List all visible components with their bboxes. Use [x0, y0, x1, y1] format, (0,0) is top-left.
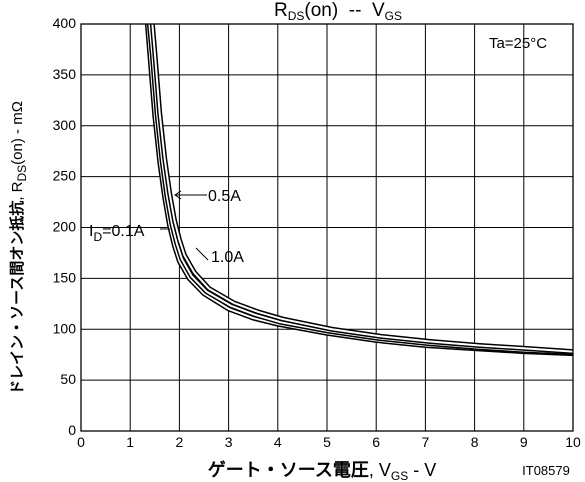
id-prefix: I — [89, 223, 93, 240]
x-label-v: V — [379, 460, 391, 480]
label-0.5a: 0.5A — [208, 188, 241, 205]
title-ds-sub: DS — [288, 9, 305, 23]
y-label-jp: ドレイン・ソース間オン抵抗 — [8, 201, 26, 395]
x-tick-labels: 0 1 2 3 4 5 6 7 8 9 10 — [77, 434, 581, 450]
plot-frame — [80, 23, 574, 432]
x-tick-label: 8 — [471, 434, 479, 450]
title-r: R — [274, 0, 288, 21]
y-tick-label: 100 — [53, 320, 77, 336]
x-tick-label: 5 — [323, 434, 331, 450]
x-tick-label: 10 — [565, 434, 581, 450]
x-label-jp: ゲート・ソース電圧 — [208, 459, 369, 480]
y-label-ds-sub: DS — [15, 165, 29, 182]
x-tick-label: 0 — [77, 434, 85, 450]
chart-title: RDS(on) -- VGS — [274, 0, 402, 23]
x-label-comma: , — [369, 460, 379, 480]
y-tick-label: 350 — [53, 66, 77, 82]
id-value: =0.1A — [102, 223, 145, 240]
x-tick-label: 1 — [126, 434, 134, 450]
y-tick-label: 150 — [53, 269, 77, 285]
y-label-on: (on) — [9, 138, 26, 165]
figure-code: IT08579 — [522, 463, 570, 478]
y-tick-label: 300 — [53, 117, 77, 133]
y-label-comma: , — [9, 192, 26, 200]
label-id-0.1a: ID=0.1A — [89, 223, 145, 244]
x-tick-label: 3 — [225, 434, 233, 450]
title-on: (on) — [304, 0, 338, 21]
x-tick-label: 2 — [176, 434, 184, 450]
y-tick-labels: 0 50 100 150 200 250 300 350 400 — [53, 15, 77, 438]
y-tick-label: 0 — [68, 422, 76, 438]
title-gs-sub: GS — [385, 9, 402, 23]
y-tick-label: 50 — [60, 371, 76, 387]
label-1.0a: 1.0A — [211, 249, 244, 266]
x-tick-label: 9 — [520, 434, 528, 450]
y-axis-label: ドレイン・ソース間オン抵抗, RDS(on) - mΩ — [8, 101, 29, 395]
title-sep: -- — [338, 0, 372, 21]
curve-layer — [144, 23, 574, 357]
one-amp-leader — [195, 247, 209, 261]
temperature-condition: Ta=25°C — [489, 35, 547, 52]
id-sub: D — [93, 230, 102, 244]
y-tick-label: 400 — [53, 15, 77, 31]
x-label-gs-sub: GS — [391, 469, 408, 482]
y-label-unit: - mΩ — [9, 101, 26, 138]
y-tick-label: 200 — [53, 219, 77, 235]
y-tick-label: 250 — [53, 168, 77, 184]
y-label-r: R — [9, 181, 26, 192]
x-axis-label: ゲート・ソース電圧, VGS - V — [208, 459, 437, 482]
title-v: V — [372, 0, 385, 21]
x-label-unit: - V — [408, 460, 436, 480]
series-line-core — [151, 23, 574, 353]
x-tick-label: 7 — [422, 434, 430, 450]
series-line — [149, 23, 574, 355]
x-tick-label: 4 — [274, 434, 282, 450]
x-tick-label: 6 — [372, 434, 380, 450]
